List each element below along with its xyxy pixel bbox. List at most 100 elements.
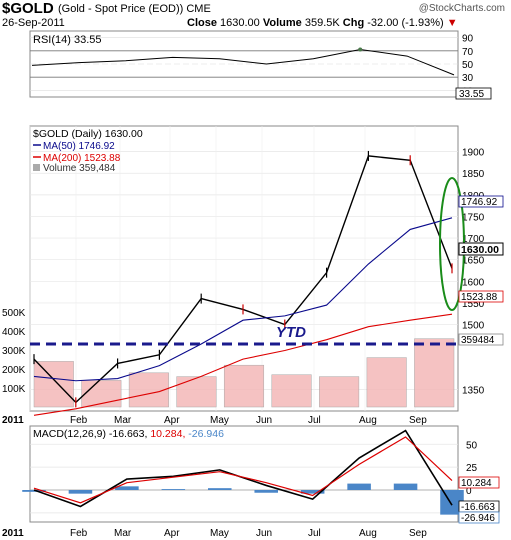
price-tick-label: 1350 [462,385,485,396]
macd-histogram-bar [300,490,325,494]
macd-value-label: -16.663 [461,502,495,513]
ma200-legend: MA(200) 1523.88 [43,153,121,164]
rsi-tick-label: 50 [462,60,474,71]
copyright-label: @StockCharts.com [418,3,505,14]
close-value-label: 1630.00 [461,244,499,256]
macd-tick-label: 50 [466,440,478,451]
down-arrow-icon: ▼ [446,17,458,29]
macd-histogram-bar [347,483,371,490]
chart-header: $GOLD (Gold - Spot Price (EOD)) CME @Sto… [0,0,511,30]
rsi-series-line [31,48,455,76]
price-tick-label: 1900 [462,148,485,159]
price-x-label: Jul [308,415,321,426]
close-value-box [458,242,504,256]
ytd-annotation: YTD [276,324,306,341]
price-x-label: May [210,415,229,426]
signal-value-label: 10.284 [461,478,492,489]
macd-histogram-bar [161,489,186,490]
rsi-tick-label: 90 [462,34,474,45]
ma200-line [33,313,453,416]
rsi-tick-label: 70 [462,47,474,58]
macd-histogram-bar [393,483,418,490]
symbol-description: (Gold - Spot Price (EOD)) CME [58,3,211,15]
hist-value-label: -26.946 [461,513,495,524]
ma50-value-box [458,195,504,208]
volume-tick-label: 200K [2,365,26,376]
symbol-title: $GOLD [2,0,54,17]
volume-legend: Volume 359,484 [43,163,116,174]
rsi-legend: RSI(14) 33.55 [33,34,101,46]
volume-bar [366,357,407,408]
macd-histogram-bar [254,490,278,493]
price-x-label: Aug [359,415,377,426]
macd-legend-signal: 10.284, [150,428,185,440]
volume-label: Volume [262,17,302,29]
volume-bar [33,361,74,408]
volume-tick-label: 300K [2,346,26,357]
macd-legend-value: -16.663, [109,428,148,440]
macd-x-label: Feb [70,528,88,539]
volume-tick-label: 100K [2,384,26,395]
volume-bar [414,338,455,408]
price-panel: 1900185018001750170016501600155015001350… [2,125,504,416]
price-x-label: Jun [256,415,272,426]
close-value: 1630.00 [220,17,260,29]
macd-x-label: Apr [164,528,180,539]
macd-x-label: May [210,528,229,539]
price-tick-label: 1750 [462,212,485,223]
ma50-legend: MA(50) 1746.92 [43,141,115,152]
macd-frame [29,425,459,523]
macd-histogram-bar [68,490,93,494]
close-label: Close [187,17,217,29]
macd-histogram-bar [208,488,232,490]
volume-tick-label: 500K [2,308,26,319]
volume-bar [271,374,312,408]
volume-value: 359.5K [304,17,340,29]
signal-value-box [458,476,500,489]
hist-value-box [458,511,500,524]
price-legend-text: $GOLD (Daily) 1630.00 [33,128,143,140]
rsi-overbought-point [358,47,363,52]
macd-x-label: 2011 [2,528,24,539]
macd-legend-hist: -26.946 [188,428,224,440]
ma50-line [33,217,453,382]
chg-value: -32.00 (-1.93%) [367,17,444,29]
chart-date: 26-Sep-2011 [2,17,65,29]
ma200-value-label: 1523.88 [461,292,498,303]
chg-label: Chg [342,17,365,29]
macd-legend-prefix: MACD(12,26,9) [33,428,106,440]
volume-value-label: 359484 [461,335,495,346]
price-tick-label: 1550 [462,299,485,310]
macd-tick-label: 0 [466,486,472,497]
volume-bar [223,364,265,408]
macd-x-axis: 2011 Feb Mar Apr May Jun Jul Aug Sep [2,528,427,539]
macd-legend: MACD(12,26,9) -16.663, 10.284, -26.946 [33,428,224,440]
rsi-current-box [455,87,492,100]
volume-swatch [33,164,40,171]
macd-histogram-bar [22,490,46,492]
macd-x-label: Aug [359,528,377,539]
price-tick-label: 1700 [462,234,485,245]
macd-x-label: Mar [114,528,132,539]
price-x-label: 2011 [2,415,24,426]
macd-signal-line [33,436,453,504]
price-x-label: Sep [409,415,427,426]
rsi-panel: RSI(14) 33.55 9070503010 33.55 [29,30,492,100]
volume-value-box [458,333,504,346]
macd-x-label: Jul [308,528,321,539]
macd-histogram-bar [115,486,139,490]
price-x-label: Feb [70,415,88,426]
price-x-axis: 2011 Feb Mar Apr May Jun Jul Aug Sep [2,415,427,426]
volume-bar [128,372,169,408]
price-x-label: Apr [164,415,180,426]
macd-x-label: Sep [409,528,427,539]
rsi-tick-label: 30 [462,73,474,84]
price-tick-label: 1500 [462,321,485,332]
macd-tick-label: 25 [466,463,478,474]
volume-bar [319,376,360,408]
volume-bar [81,380,122,408]
macd-x-label: Jun [256,528,272,539]
volume-tick-label: 400K [2,327,26,338]
